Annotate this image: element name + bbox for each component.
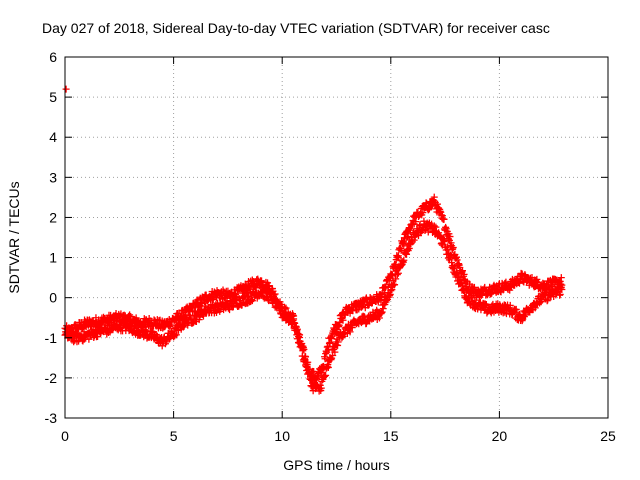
data-point (298, 344, 306, 352)
y-tick-label: -3 (45, 410, 58, 426)
x-axis-label: GPS time / hours (283, 457, 390, 473)
data-point (558, 286, 566, 294)
y-tick-label: 0 (49, 290, 57, 306)
data-point (305, 368, 313, 376)
grid-lines (65, 57, 608, 418)
data-point (556, 290, 564, 298)
data-point (403, 250, 411, 258)
data-point (394, 252, 402, 260)
data-point (378, 308, 386, 316)
y-tick-label: 4 (49, 129, 57, 145)
data-point (400, 256, 408, 264)
data-point (462, 288, 470, 296)
data-point (62, 85, 70, 93)
data-point (444, 246, 452, 254)
data-point (458, 267, 466, 275)
data-point (324, 363, 332, 371)
y-axis-label: SDTVAR / TECUs (6, 181, 22, 293)
data-point (441, 236, 449, 244)
data-point (322, 371, 330, 379)
data-point (450, 263, 458, 271)
y-tick-label: 5 (49, 89, 57, 105)
x-tick-label: 25 (600, 428, 616, 444)
data-point (331, 348, 339, 356)
data-point (248, 297, 256, 305)
chart-title: Day 027 of 2018, Sidereal Day-to-day VTE… (42, 20, 550, 36)
data-point (446, 233, 454, 241)
data-point (471, 296, 479, 304)
data-point (466, 280, 474, 288)
data-point (394, 269, 402, 277)
data-point (387, 287, 395, 295)
x-tick-label: 0 (61, 428, 69, 444)
data-point (294, 330, 302, 338)
data-point (299, 347, 307, 355)
data-point (278, 305, 286, 313)
data-point (317, 384, 325, 392)
data-point (453, 269, 461, 277)
data-point (430, 193, 438, 201)
y-tick-label: 3 (49, 169, 57, 185)
y-tick-label: 1 (49, 250, 57, 266)
data-point (339, 316, 347, 324)
data-point (392, 275, 400, 283)
data-point (292, 323, 300, 331)
data-point (501, 308, 509, 316)
x-tick-label: 15 (383, 428, 399, 444)
data-point (393, 271, 401, 279)
data-point (440, 215, 448, 223)
data-point (346, 328, 354, 336)
y-tick-label: 6 (49, 49, 57, 65)
data-point (470, 283, 478, 291)
data-point (265, 297, 273, 305)
data-point (290, 315, 298, 323)
y-tick-label: -1 (45, 330, 58, 346)
data-point (306, 375, 314, 383)
data-point (557, 274, 565, 282)
data-point (391, 281, 399, 289)
plot-frame (64, 56, 609, 419)
data-point (460, 284, 468, 292)
x-tick-label: 10 (274, 428, 290, 444)
x-tick-label: 20 (492, 428, 508, 444)
data-point (419, 209, 427, 217)
data-point (405, 244, 413, 252)
y-tick-label: -2 (45, 370, 58, 386)
data-point (303, 360, 311, 368)
axis-ticks: 0 5 10 15 20 25 -3 -2 -1 0 1 2 3 4 5 6 (45, 49, 616, 444)
data-point (258, 277, 266, 285)
data-point (296, 334, 304, 342)
data-point (171, 332, 179, 340)
data-point (457, 279, 465, 287)
data-point (449, 243, 457, 251)
x-tick-label: 5 (170, 428, 178, 444)
data-points (61, 85, 566, 395)
y-tick-label: 2 (49, 209, 57, 225)
data-point (407, 240, 415, 248)
data-point (482, 300, 490, 308)
data-point (334, 338, 342, 346)
